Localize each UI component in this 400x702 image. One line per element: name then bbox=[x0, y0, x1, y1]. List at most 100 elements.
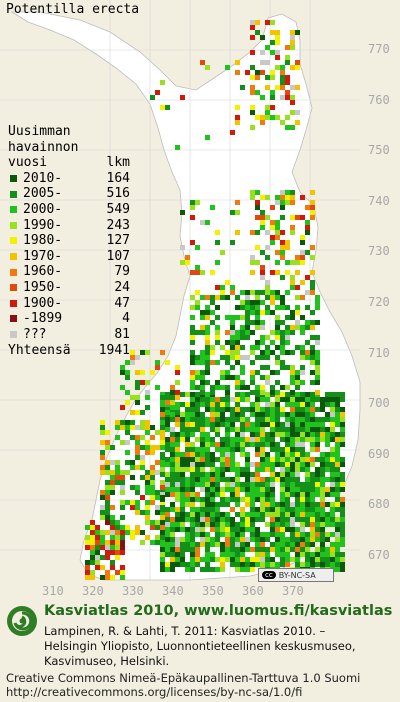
observation-square bbox=[255, 305, 260, 310]
observation-square bbox=[240, 452, 245, 457]
observation-square bbox=[85, 535, 90, 540]
observation-square bbox=[305, 462, 310, 467]
observation-square bbox=[175, 452, 180, 457]
observation-square bbox=[285, 60, 290, 65]
observation-square bbox=[230, 335, 235, 340]
observation-square bbox=[225, 340, 230, 345]
observation-square bbox=[255, 115, 260, 120]
observation-square bbox=[220, 457, 225, 462]
observation-square bbox=[330, 467, 335, 472]
observation-square bbox=[135, 530, 140, 535]
observation-square bbox=[200, 482, 205, 487]
observation-square bbox=[240, 305, 245, 310]
observation-square bbox=[270, 70, 275, 75]
observation-square bbox=[100, 535, 105, 540]
observation-square bbox=[180, 497, 185, 502]
observation-square bbox=[320, 457, 325, 462]
observation-square bbox=[305, 487, 310, 492]
observation-square bbox=[155, 430, 160, 435]
observation-square bbox=[285, 512, 290, 517]
observation-square bbox=[315, 305, 320, 310]
observation-square bbox=[325, 517, 330, 522]
observation-square bbox=[270, 50, 275, 55]
observation-square bbox=[120, 530, 125, 535]
observation-square bbox=[310, 507, 315, 512]
observation-square bbox=[340, 457, 345, 462]
observation-square bbox=[290, 467, 295, 472]
observation-square bbox=[255, 512, 260, 517]
observation-square bbox=[285, 422, 290, 427]
observation-square bbox=[260, 517, 265, 522]
observation-square bbox=[265, 402, 270, 407]
observation-squares bbox=[85, 20, 345, 580]
observation-square bbox=[235, 482, 240, 487]
observation-square bbox=[170, 552, 175, 557]
observation-square bbox=[180, 552, 185, 557]
observation-square bbox=[295, 412, 300, 417]
observation-square bbox=[335, 492, 340, 497]
observation-square bbox=[330, 562, 335, 567]
observation-square bbox=[180, 472, 185, 477]
observation-square bbox=[295, 507, 300, 512]
observation-square bbox=[140, 370, 145, 375]
observation-square bbox=[165, 532, 170, 537]
cc-license-badge[interactable]: cc BY-NC-SA bbox=[258, 568, 334, 582]
observation-square bbox=[220, 512, 225, 517]
observation-square bbox=[140, 445, 145, 450]
observation-square bbox=[285, 472, 290, 477]
observation-square bbox=[225, 65, 230, 70]
observation-square bbox=[240, 442, 245, 447]
observation-square bbox=[215, 260, 220, 265]
observation-square bbox=[135, 505, 140, 510]
legend-item: 1900- 47 bbox=[8, 296, 130, 312]
observation-square bbox=[180, 437, 185, 442]
observation-square bbox=[275, 407, 280, 412]
observation-square bbox=[290, 447, 295, 452]
observation-square bbox=[250, 472, 255, 477]
observation-square bbox=[220, 422, 225, 427]
observation-square bbox=[180, 492, 185, 497]
observation-square bbox=[170, 457, 175, 462]
observation-square bbox=[300, 325, 305, 330]
observation-square bbox=[225, 330, 230, 335]
footer-reference: Lampinen, R. & Lahti, T. 2011: Kasviatla… bbox=[44, 624, 394, 669]
observation-square bbox=[265, 522, 270, 527]
observation-square bbox=[200, 422, 205, 427]
observation-square bbox=[315, 380, 320, 385]
observation-square bbox=[320, 547, 325, 552]
observation-square bbox=[235, 315, 240, 320]
footer-license-line2[interactable]: http://creativecommons.org/licenses/by-n… bbox=[6, 685, 303, 699]
observation-square bbox=[270, 370, 275, 375]
observation-square bbox=[165, 360, 170, 365]
observation-square bbox=[310, 512, 315, 517]
observation-square bbox=[160, 557, 165, 562]
observation-square bbox=[315, 442, 320, 447]
observation-square bbox=[325, 417, 330, 422]
observation-square bbox=[275, 330, 280, 335]
observation-square bbox=[105, 480, 110, 485]
legend-total-count: 1941 bbox=[98, 343, 130, 359]
observation-square bbox=[230, 542, 235, 547]
observation-square bbox=[270, 95, 275, 100]
observation-square bbox=[275, 220, 280, 225]
legend-item-label: 2000- bbox=[23, 201, 63, 217]
observation-square bbox=[275, 55, 280, 60]
observation-square bbox=[280, 230, 285, 235]
observation-square bbox=[185, 447, 190, 452]
observation-square bbox=[265, 497, 270, 502]
observation-square bbox=[270, 417, 275, 422]
observation-square bbox=[195, 437, 200, 442]
observation-square bbox=[285, 417, 290, 422]
observation-square bbox=[140, 425, 145, 430]
observation-square bbox=[200, 522, 205, 527]
observation-square bbox=[275, 325, 280, 330]
observation-square bbox=[110, 485, 115, 490]
observation-square bbox=[120, 535, 125, 540]
observation-square bbox=[170, 522, 175, 527]
observation-square bbox=[240, 392, 245, 397]
observation-square bbox=[175, 527, 180, 532]
observation-square bbox=[280, 482, 285, 487]
legend-item-count: 81 bbox=[114, 326, 130, 342]
observation-square bbox=[290, 390, 295, 395]
observation-square bbox=[280, 75, 285, 80]
